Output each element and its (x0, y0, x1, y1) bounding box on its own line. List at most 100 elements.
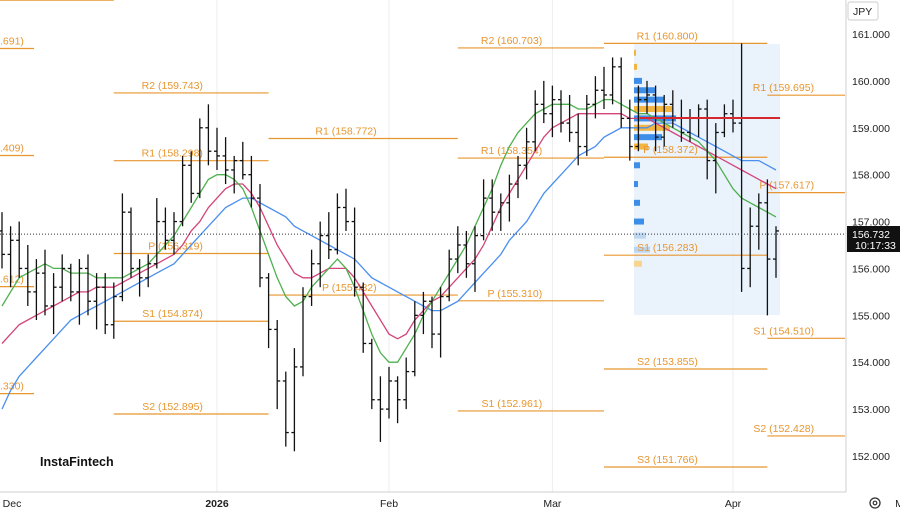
ohlc-bar (282, 371, 289, 447)
ohlc-bar (515, 155, 521, 199)
ohlc-bar (429, 296, 435, 349)
ohlc-bar (446, 249, 453, 302)
volume-profile-bar (634, 232, 646, 239)
ohlc-bar (506, 174, 513, 222)
ohlc-bar (523, 127, 530, 180)
ohlc-bar (196, 118, 203, 199)
volume-profile-bar (634, 181, 638, 188)
ohlc-bar (592, 76, 599, 119)
price-axis-ticks: 161.000 160.000 159.000 158.000 157.000 156.0… (852, 29, 890, 463)
ohlc-bar (214, 127, 220, 170)
pivot-label: P (155.432) (322, 282, 377, 294)
volume-profile-bar (634, 87, 656, 94)
volume-profile-bar (634, 124, 670, 131)
ohlc-bar (730, 99, 736, 133)
volume-profile-bar (634, 63, 637, 70)
symbol-box[interactable] (847, 1, 879, 21)
ohlc-bar (540, 80, 547, 124)
ohlc-bar (549, 85, 556, 138)
ohlc-bar (102, 273, 109, 335)
ohlc-bar (755, 193, 762, 250)
time-tick: Dec (3, 498, 22, 510)
ohlc-bar (343, 188, 349, 231)
time-axis-ticks: Dec 2026 Feb Mar Apr May (3, 498, 900, 510)
ohlc-bar (377, 376, 384, 442)
pivot-label: P (157.617) (759, 180, 814, 192)
ohlc-bar (188, 151, 195, 203)
ohlc-bar (308, 249, 315, 306)
ohlc-bar (42, 249, 48, 316)
price-tick: 160.000 (852, 76, 890, 88)
current-price-value: 156.732 (852, 229, 890, 241)
ohlc-bar (609, 57, 616, 105)
watermark-bg (34, 450, 116, 472)
ohlc-bar (566, 94, 573, 142)
symbol-label: JPY (853, 6, 872, 18)
ohlc-bar (773, 226, 779, 278)
ohlc-bar (85, 254, 91, 316)
ohlc-bar (351, 207, 358, 297)
pivot-label: R2 (160.703) (481, 35, 542, 47)
pivot-label: S1 (154.510) (753, 325, 814, 337)
ohlc-bars (0, 43, 779, 452)
pivot-label: P (158.372) (643, 144, 698, 156)
pivot-label: S2 (152.895) (142, 401, 203, 413)
current-price-box (847, 226, 900, 252)
pivot-label: S2 (152.428) (753, 423, 814, 435)
time-tick: Apr (725, 498, 742, 510)
ohlc-bar (145, 254, 152, 288)
ohlc-bar (489, 179, 496, 231)
ohlc-bar (712, 123, 719, 194)
ohlc-bar (274, 320, 281, 410)
ohlc-bar (420, 291, 427, 335)
time-tick: Mar (543, 498, 562, 510)
ohlc-bar (394, 376, 401, 424)
time-tick: 2026 (205, 498, 229, 510)
ohlc-bar (59, 254, 66, 302)
price-tick: 161.000 (852, 29, 890, 41)
ohlc-bar (33, 259, 40, 321)
pivot-label: .612) (0, 274, 24, 286)
ohlc-bar (721, 104, 728, 138)
pivot-label: R1 (159.695) (753, 82, 814, 94)
volume-profile-area (634, 44, 780, 315)
ohlc-bar (171, 212, 177, 255)
pivot-label: S1 (154.874) (142, 308, 203, 320)
ohlc-bar (205, 104, 212, 166)
ohlc-bar (472, 226, 478, 292)
pivot-label: R1 (158.772) (315, 125, 376, 137)
pivot-levels: R3 (161.722)R2 (159.743)R1 (158.772)P (1… (0, 0, 845, 468)
moving-average-line (1, 122, 777, 410)
ohlc-bar (24, 245, 31, 306)
ohlc-bar (497, 193, 504, 231)
pivot-label: P (155.310) (488, 288, 543, 300)
ohlc-bar (558, 90, 564, 133)
volume-profile-bar (634, 134, 662, 141)
ohlc-bar (325, 212, 332, 260)
ohlc-bar (463, 230, 470, 278)
ohlc-bar (738, 43, 745, 292)
ohlc-bar (764, 179, 771, 316)
price-tick: 159.000 (852, 123, 890, 135)
ohlc-bar (626, 99, 633, 161)
pivot-label: .409) (0, 142, 24, 154)
ohlc-bar (231, 155, 238, 194)
ohlc-bar (119, 193, 126, 302)
ohlc-bar (300, 287, 306, 377)
ohlc-bar (635, 85, 642, 152)
pivot-label: S3 (151.766) (637, 454, 698, 466)
ohlc-bar (257, 184, 263, 288)
pivot-label: R2 (159.743) (142, 80, 203, 92)
ohlc-bar (601, 66, 607, 110)
ohlc-bar (480, 179, 487, 241)
ohlc-bar (162, 207, 169, 250)
settings-icon[interactable] (869, 497, 881, 509)
ohlc-bar (153, 198, 160, 269)
pivot-label: S2 (153.855) (637, 356, 698, 368)
ohlc-bar (136, 259, 143, 297)
volume-profile-bar (634, 143, 648, 150)
pivot-label: S1 (156.283) (637, 242, 698, 254)
ohlc-bar (291, 348, 298, 452)
watermark: InstaFintech (40, 455, 114, 469)
